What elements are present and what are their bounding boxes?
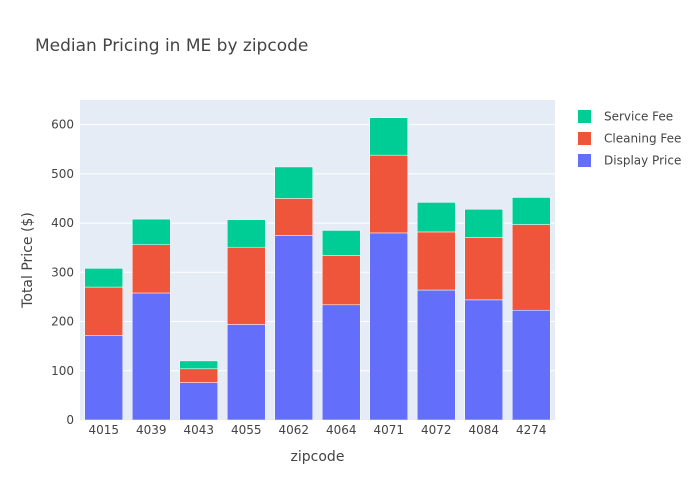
legend-item-service-fee[interactable]: Service Fee bbox=[578, 110, 673, 124]
bar-cleaning-fee[interactable] bbox=[369, 154, 408, 234]
bar-display-price[interactable] bbox=[132, 292, 171, 421]
bar-cleaning-fee[interactable] bbox=[179, 368, 218, 383]
bar-cleaning-fee[interactable] bbox=[227, 246, 266, 325]
x-tick-label: 4062 bbox=[278, 423, 309, 437]
bar-cleaning-fee[interactable] bbox=[512, 224, 551, 311]
bar-service-fee[interactable] bbox=[84, 268, 123, 288]
x-axis-title: zipcode bbox=[291, 449, 345, 465]
x-tick-label: 4274 bbox=[516, 423, 547, 437]
legend-label: Service Fee bbox=[604, 110, 673, 124]
y-tick-label: 200 bbox=[51, 315, 74, 329]
x-tick-label: 4043 bbox=[183, 423, 214, 437]
bar-service-fee[interactable] bbox=[179, 360, 218, 370]
bar-display-price[interactable] bbox=[84, 335, 123, 421]
bars bbox=[84, 117, 551, 421]
x-tick-label: 4064 bbox=[326, 423, 357, 437]
bar-display-price[interactable] bbox=[179, 382, 218, 421]
bar-service-fee[interactable] bbox=[227, 219, 266, 248]
legend-swatch bbox=[578, 132, 591, 145]
legend-swatch bbox=[578, 110, 591, 123]
x-tick-label: 4084 bbox=[468, 423, 499, 437]
y-tick-label: 400 bbox=[51, 216, 74, 230]
bar-display-price[interactable] bbox=[512, 309, 551, 421]
bar-service-fee[interactable] bbox=[132, 218, 171, 245]
bar-display-price[interactable] bbox=[227, 324, 266, 421]
y-tick-label: 0 bbox=[66, 413, 74, 427]
legend-item-display-price[interactable]: Display Price bbox=[578, 154, 681, 168]
y-tick-label: 500 bbox=[51, 167, 74, 181]
legend[interactable]: Service Fee Cleaning Fee Display Price bbox=[578, 110, 681, 168]
bar-display-price[interactable] bbox=[417, 289, 456, 421]
bar-display-price[interactable] bbox=[322, 304, 361, 421]
legend-swatch bbox=[578, 154, 591, 167]
bar-service-fee[interactable] bbox=[464, 209, 503, 238]
chart-title: Median Pricing in ME by zipcode bbox=[35, 36, 308, 56]
y-axis-title: Total Price ($) bbox=[20, 212, 36, 309]
bar-cleaning-fee[interactable] bbox=[322, 255, 361, 306]
bar-display-price[interactable] bbox=[369, 232, 408, 421]
bar-display-price[interactable] bbox=[464, 299, 503, 421]
legend-label: Cleaning Fee bbox=[604, 132, 681, 146]
legend-item-cleaning-fee[interactable]: Cleaning Fee bbox=[578, 132, 681, 146]
legend-label: Display Price bbox=[604, 154, 681, 168]
bar-cleaning-fee[interactable] bbox=[417, 231, 456, 291]
x-tick-label: 4039 bbox=[136, 423, 167, 437]
bar-service-fee[interactable] bbox=[322, 230, 361, 256]
x-tick-label: 4055 bbox=[231, 423, 262, 437]
y-tick-labels: 0 100 200 300 400 500 600 bbox=[51, 118, 74, 427]
x-tick-label: 4071 bbox=[373, 423, 404, 437]
bar-display-price[interactable] bbox=[274, 235, 313, 421]
bar-service-fee[interactable] bbox=[512, 197, 551, 225]
bar-cleaning-fee[interactable] bbox=[132, 244, 171, 294]
x-tick-label: 4015 bbox=[88, 423, 119, 437]
bar-service-fee[interactable] bbox=[369, 117, 408, 156]
bar-cleaning-fee[interactable] bbox=[464, 237, 503, 301]
bar-cleaning-fee[interactable] bbox=[274, 198, 313, 236]
y-tick-label: 100 bbox=[51, 364, 74, 378]
bar-service-fee[interactable] bbox=[274, 166, 313, 199]
y-tick-label: 300 bbox=[51, 265, 74, 279]
x-tick-label: 4072 bbox=[421, 423, 452, 437]
x-tick-labels: 4015 4039 4043 4055 4062 4064 4071 4072 4084 4274 bbox=[88, 423, 546, 437]
bar-cleaning-fee[interactable] bbox=[84, 286, 123, 336]
y-tick-label: 600 bbox=[51, 118, 74, 132]
bar-service-fee[interactable] bbox=[417, 202, 456, 233]
